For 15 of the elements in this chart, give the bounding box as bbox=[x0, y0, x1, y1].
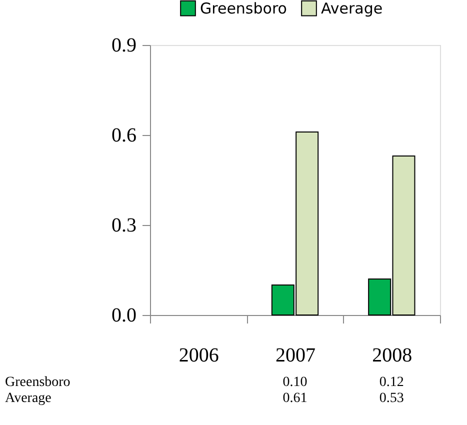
data-label: 0.61 bbox=[282, 391, 308, 406]
data-label: 0.53 bbox=[379, 391, 404, 406]
legend-label: Average bbox=[321, 0, 383, 18]
text: Average bbox=[5, 391, 52, 406]
y-tick-label: 0.0 bbox=[112, 304, 136, 326]
y-tick-label: 0.3 bbox=[112, 214, 136, 236]
data-label: 0.10 bbox=[282, 375, 308, 390]
y-tick-label: 0.9 bbox=[112, 34, 136, 56]
data-label: 0.12 bbox=[379, 375, 404, 390]
legend-label: Greensboro bbox=[200, 0, 287, 18]
x-tick-label: 2008 bbox=[372, 344, 412, 366]
x-tick-label: 2007 bbox=[276, 344, 316, 366]
y-tick-label: 0.6 bbox=[112, 124, 136, 146]
x-tick-label: 2006 bbox=[178, 344, 219, 366]
text: Greensboro bbox=[5, 375, 70, 390]
